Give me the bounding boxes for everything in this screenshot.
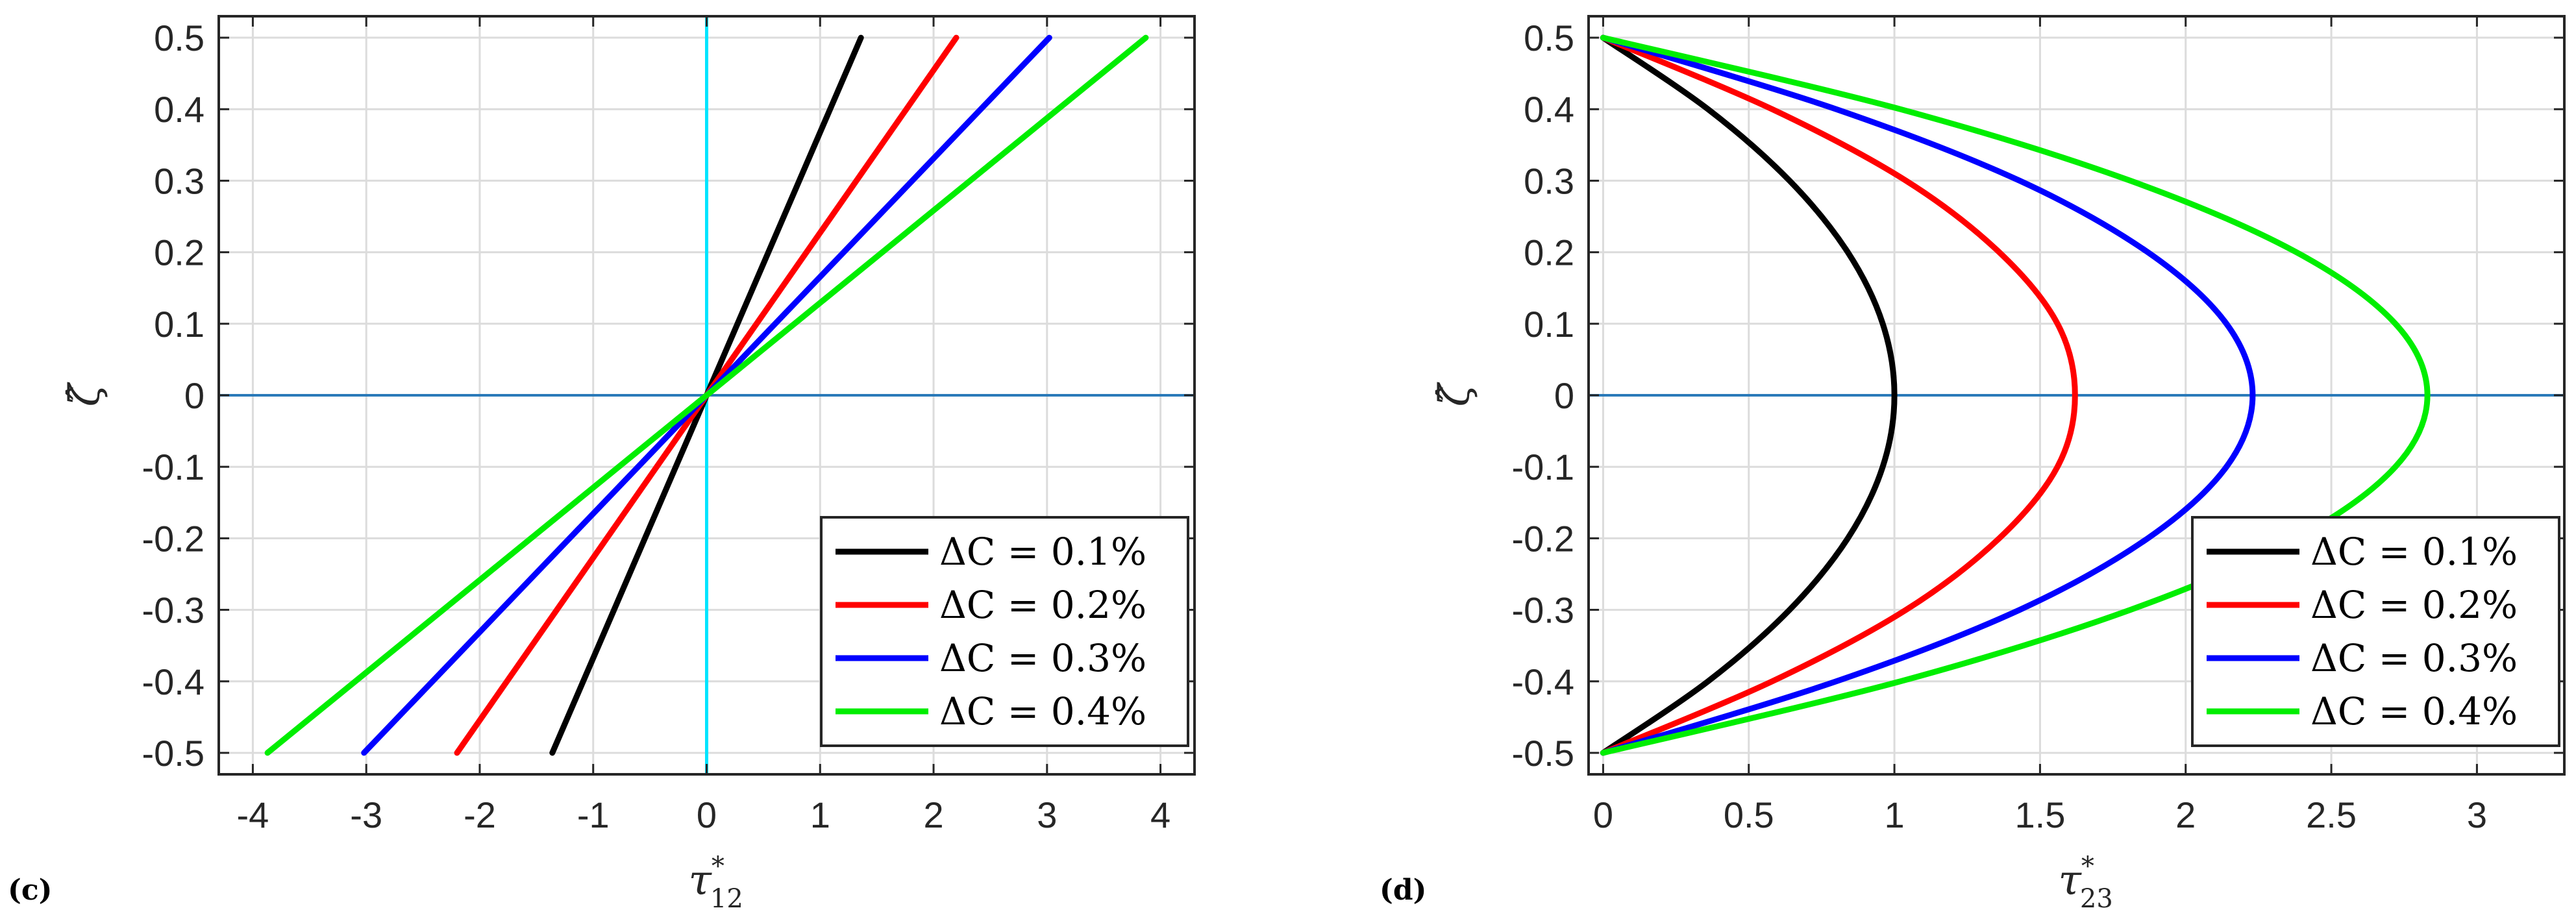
y-tick-label: -0.4 <box>1512 661 1575 702</box>
legend-entry-2: ΔC = 0.2% <box>2310 583 2518 627</box>
x-tick-label: 1.5 <box>2014 794 2065 835</box>
x-axis-label-subscript: 23 <box>2080 884 2113 914</box>
y-tick-label: -0.5 <box>1512 733 1575 774</box>
x-tick-label: -1 <box>577 794 610 835</box>
x-tick-label: 3 <box>2467 794 2487 835</box>
y-tick-label: 0.1 <box>1524 304 1574 345</box>
x-axis-label-subscript: 12 <box>710 884 743 914</box>
y-tick-label: -0.2 <box>1512 518 1575 559</box>
y-tick-label: 0 <box>1554 375 1574 416</box>
x-tick-label: 0 <box>1593 794 1613 835</box>
y-tick-label: -0.5 <box>142 733 205 774</box>
y-axis-label: ζ̂ <box>1431 382 1479 406</box>
panel-label: (c) <box>8 874 52 907</box>
panel-c: -4 -3 -2 -1 0 1 2 3 40.50.40.30.20.10-0.1-0.2-0.… <box>8 15 1196 914</box>
y-tick-label: -0.3 <box>1512 590 1575 631</box>
legend-entry-3: ΔC = 0.3% <box>939 636 1146 680</box>
y-tick-label: 0.4 <box>1524 89 1574 130</box>
y-tick-label: -0.1 <box>1512 447 1575 487</box>
y-tick-label: 0.4 <box>154 89 204 130</box>
legend-entry-1: ΔC = 0.1% <box>2310 530 2518 574</box>
series-line-2 <box>1600 34 2078 756</box>
series-line-3 <box>1600 34 2256 756</box>
x-tick-label: 2 <box>923 794 943 835</box>
legend-entry-2: ΔC = 0.2% <box>939 583 1146 627</box>
x-axis-label-symbol: τ <box>2059 857 2083 905</box>
legend-box <box>2191 516 2560 747</box>
series-line-4 <box>1600 34 2431 756</box>
y-tick-label: 0.2 <box>154 232 204 273</box>
legend: ΔC = 0.1% ΔC = 0.2% ΔC = 0.3% ΔC = 0.4% <box>820 516 1189 747</box>
y-tick-label: 0.1 <box>154 304 204 345</box>
x-tick-label: -2 <box>464 794 496 835</box>
x-axis-label: τ* 12 <box>689 852 743 914</box>
x-tick-label: -4 <box>237 794 269 835</box>
legend-entry-1: ΔC = 0.1% <box>939 530 1146 574</box>
legend: ΔC = 0.1% ΔC = 0.2% ΔC = 0.3% ΔC = 0.4% <box>2191 516 2560 747</box>
y-tick-label: 0.3 <box>1524 160 1574 201</box>
y-tick-label: 0.2 <box>1524 232 1574 273</box>
series-line-4 <box>264 34 1149 756</box>
x-tick-label: 2.5 <box>2306 794 2357 835</box>
panel-label: (d) <box>1380 874 1426 907</box>
x-tick-label: 1 <box>810 794 830 835</box>
x-tick-label: 0 <box>697 794 717 835</box>
x-axis-label-superscript: * <box>712 852 724 881</box>
y-tick-label: -0.1 <box>142 447 205 487</box>
x-tick-label: 3 <box>1037 794 1057 835</box>
y-tick-label: 0.3 <box>154 160 204 201</box>
x-axis-label: τ* 23 <box>2059 852 2113 914</box>
x-axis-label-symbol: τ <box>689 857 713 905</box>
x-tick-label: 2 <box>2175 794 2196 835</box>
y-tick-label: -0.4 <box>142 661 205 702</box>
x-tick-label: -3 <box>350 794 382 835</box>
x-tick-label: 1 <box>1885 794 1905 835</box>
legend-entry-4: ΔC = 0.4% <box>939 689 1146 733</box>
y-tick-label: 0 <box>184 375 204 416</box>
y-tick-label: -0.3 <box>142 590 205 631</box>
y-tick-label: 0.5 <box>1524 18 1574 58</box>
legend-entry-3: ΔC = 0.3% <box>2310 636 2518 680</box>
series-line-1 <box>1600 34 1898 756</box>
legend-entry-4: ΔC = 0.4% <box>2310 689 2518 733</box>
legend-box <box>820 516 1189 747</box>
y-tick-label: 0.5 <box>154 18 204 58</box>
panel-d: 0 0.5 1 1.5 2 2.5 3 0.5 0.4 0.3 0.2 0.1 0 -0.1 -0.2 -0.… <box>1380 15 2566 914</box>
x-tick-label: 0.5 <box>1724 794 1774 835</box>
y-axis-label: ζ̂ <box>61 382 109 406</box>
x-axis-label-superscript: * <box>2081 852 2094 881</box>
y-tick-label: -0.2 <box>142 518 205 559</box>
x-tick-label: 4 <box>1150 794 1170 835</box>
